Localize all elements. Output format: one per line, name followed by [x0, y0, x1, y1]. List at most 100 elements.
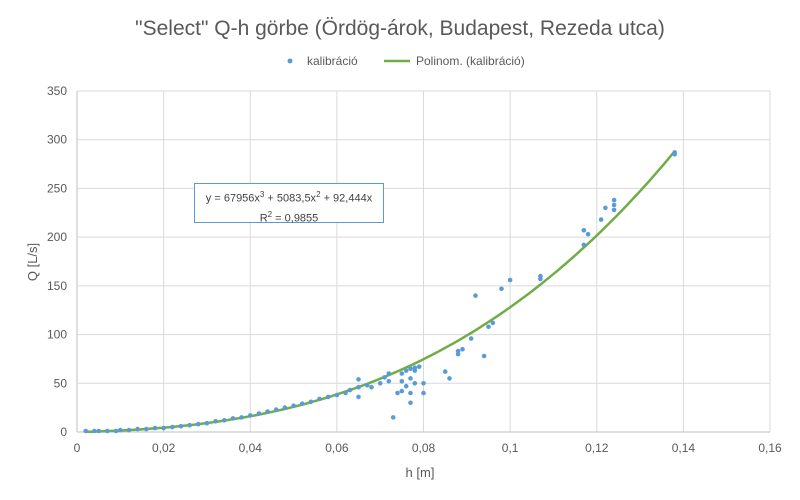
data-point: [135, 426, 140, 432]
data-point: [105, 428, 110, 434]
data-point: [386, 379, 392, 384]
data-point: [408, 400, 413, 406]
data-point: [282, 405, 288, 410]
data-point: [538, 273, 543, 279]
data-point: [408, 390, 413, 396]
data-point: [113, 428, 119, 434]
y-tick-label: 50: [54, 376, 68, 390]
data-point: [399, 371, 405, 376]
data-point: [196, 421, 201, 427]
y-axis-label: Q [L/s]: [25, 243, 40, 281]
legend-label-trend: Polinom. (kalibráció): [416, 54, 525, 68]
x-tick-label: 0,08: [412, 441, 436, 455]
data-point: [403, 368, 409, 373]
data-point: [442, 369, 448, 374]
data-point: [308, 399, 314, 405]
data-point: [421, 381, 426, 386]
y-tick-label: 250: [47, 181, 67, 195]
data-point: [92, 428, 97, 434]
data-point: [369, 384, 374, 390]
data-point: [83, 428, 88, 434]
legend: kalibráció Polinom. (kalibráció): [287, 54, 525, 68]
data-point: [399, 379, 405, 384]
data-point: [230, 416, 236, 421]
y-tick-label: 100: [47, 328, 67, 342]
data-point: [248, 413, 253, 418]
data-point: [416, 364, 422, 370]
data-point: [412, 381, 418, 386]
data-point: [408, 376, 413, 381]
data-point: [96, 428, 101, 434]
data-points: [83, 150, 677, 434]
y-tick-label: 300: [47, 133, 67, 147]
data-point: [356, 384, 361, 390]
data-point: [356, 377, 361, 382]
y-axis-ticks: 0 50 100 150 200 250 300 350: [47, 84, 67, 439]
data-point: [347, 387, 353, 393]
data-point: [273, 407, 279, 412]
data-point: [144, 426, 149, 432]
trendline-r-squared: R2 = 0,9855: [259, 209, 319, 225]
data-point: [161, 425, 166, 431]
x-axis-label: h [m]: [406, 465, 435, 480]
data-point: [364, 382, 370, 388]
data-point: [507, 277, 513, 283]
data-point: [187, 422, 192, 428]
data-point: [213, 419, 218, 424]
data-point: [377, 381, 383, 386]
data-point: [581, 228, 587, 233]
y-tick-label: 350: [47, 84, 67, 98]
data-point: [222, 418, 227, 423]
y-tick-label: 200: [47, 230, 67, 244]
data-point: [598, 217, 604, 222]
data-point: [455, 348, 461, 354]
x-tick-label: 0,16: [758, 441, 782, 455]
data-point: [603, 205, 608, 211]
data-point: [468, 336, 474, 341]
x-tick-label: 0,06: [325, 441, 349, 455]
data-point: [265, 409, 270, 414]
data-point: [447, 376, 452, 381]
data-point: [126, 427, 132, 433]
data-point: [490, 320, 496, 326]
x-tick-label: 0,1: [502, 441, 519, 455]
data-point: [403, 383, 409, 389]
data-point: [390, 415, 396, 420]
data-point: [334, 392, 340, 398]
data-point: [256, 411, 262, 416]
data-point: [170, 424, 175, 430]
data-point: [382, 375, 387, 380]
data-point: [239, 415, 244, 420]
data-point: [299, 401, 305, 407]
data-point: [421, 390, 426, 396]
data-point: [356, 394, 361, 400]
x-tick-label: 0,12: [585, 441, 609, 455]
x-axis-ticks: 0 0,02 0,04 0,06 0,08 0,1 0,12 0,14 0,16: [74, 441, 782, 455]
chart-title: "Select" Q-h görbe (Ördög-árok, Budapest…: [135, 17, 665, 40]
data-point: [291, 403, 296, 409]
data-point: [343, 390, 348, 396]
data-point: [399, 388, 405, 394]
data-point: [395, 390, 400, 396]
x-tick-label: 0: [74, 441, 81, 455]
data-point: [118, 427, 123, 433]
trendline-equation: y = 67956x3 + 5083,5x2 + 92,444x: [205, 190, 373, 205]
data-point: [317, 396, 322, 402]
x-tick-label: 0,02: [152, 441, 176, 455]
x-tick-label: 0,14: [672, 441, 696, 455]
data-point: [672, 150, 677, 155]
data-point: [408, 366, 413, 372]
data-point: [386, 371, 392, 376]
data-point: [611, 207, 617, 213]
data-point: [204, 420, 210, 426]
data-point: [178, 423, 184, 429]
data-point: [325, 394, 331, 400]
legend-marker-kalibracio: [287, 58, 293, 64]
data-point: [412, 365, 418, 371]
data-point: [481, 353, 487, 359]
y-tick-label: 150: [47, 279, 67, 293]
polynomial-trendline: [85, 150, 676, 434]
x-tick-label: 0,04: [239, 441, 263, 455]
trendline-equation-box: y = 67956x3 + 5083,5x2 + 92,444x R2 = 0,…: [194, 183, 384, 224]
